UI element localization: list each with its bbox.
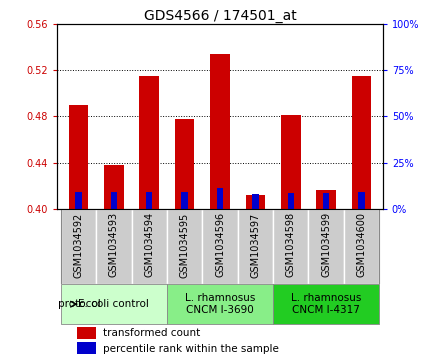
Text: transformed count: transformed count — [103, 329, 200, 338]
Text: GSM1034592: GSM1034592 — [73, 212, 84, 278]
Bar — [61, 284, 167, 324]
Bar — [69, 105, 88, 209]
Bar — [61, 209, 96, 284]
Bar — [77, 327, 96, 339]
Bar — [202, 209, 238, 284]
Bar — [75, 192, 82, 209]
Text: GSM1034599: GSM1034599 — [321, 212, 331, 277]
Text: percentile rank within the sample: percentile rank within the sample — [103, 344, 279, 354]
Bar — [167, 284, 273, 324]
Bar — [281, 115, 301, 209]
Text: protocol: protocol — [58, 299, 101, 309]
Bar — [146, 192, 152, 209]
Text: GSM1034597: GSM1034597 — [250, 212, 260, 278]
Bar — [132, 209, 167, 284]
Bar — [273, 284, 379, 324]
Bar — [246, 195, 265, 209]
Bar — [77, 342, 96, 354]
Bar — [344, 209, 379, 284]
Bar — [323, 193, 330, 209]
Bar — [181, 192, 188, 209]
Bar — [96, 209, 132, 284]
Bar — [288, 193, 294, 209]
Text: GSM1034593: GSM1034593 — [109, 212, 119, 277]
Bar — [352, 76, 371, 209]
Text: GSM1034596: GSM1034596 — [215, 212, 225, 277]
Bar — [359, 192, 365, 209]
Bar — [273, 209, 308, 284]
Title: GDS4566 / 174501_at: GDS4566 / 174501_at — [143, 9, 297, 23]
Bar — [175, 119, 194, 209]
Bar — [104, 165, 124, 209]
Bar — [308, 209, 344, 284]
Bar — [139, 76, 159, 209]
Bar — [167, 209, 202, 284]
Text: L. rhamnosus
CNCM I-3690: L. rhamnosus CNCM I-3690 — [185, 293, 255, 315]
Text: GSM1034594: GSM1034594 — [144, 212, 154, 277]
Text: GSM1034595: GSM1034595 — [180, 212, 190, 278]
Bar — [110, 192, 117, 209]
Text: GSM1034598: GSM1034598 — [286, 212, 296, 277]
Bar — [210, 54, 230, 209]
Bar — [217, 188, 223, 209]
Bar — [316, 189, 336, 209]
Text: GSM1034600: GSM1034600 — [356, 212, 367, 277]
Text: E. coli control: E. coli control — [78, 299, 149, 309]
Text: L. rhamnosus
CNCM I-4317: L. rhamnosus CNCM I-4317 — [291, 293, 361, 315]
Bar — [252, 194, 259, 209]
Bar — [238, 209, 273, 284]
